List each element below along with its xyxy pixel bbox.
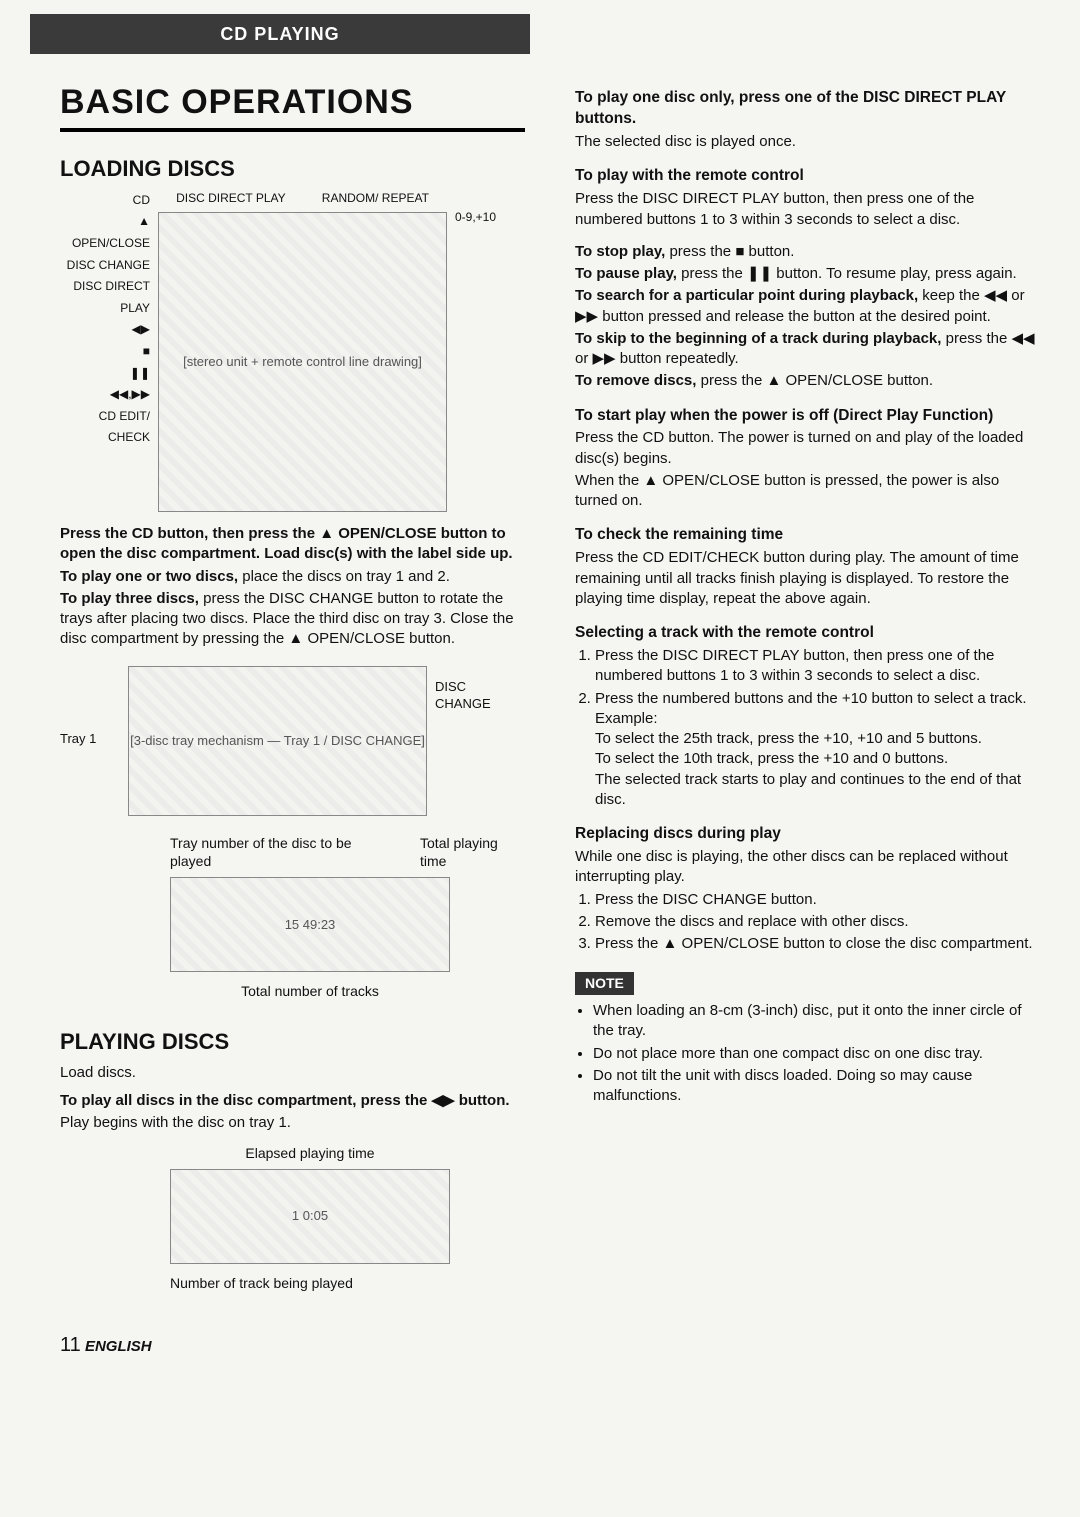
label-disc-direct-play: DISC DIRECT PLAY xyxy=(60,276,150,319)
load-discs-text: Load discs. xyxy=(60,1063,525,1083)
diagram-unit-remote: [stereo unit + remote control line drawi… xyxy=(158,212,447,512)
play-one-text: The selected disc is played once. xyxy=(575,132,1040,152)
play12-text: place the discs on tray 1 and 2. xyxy=(238,568,450,585)
replace-step-1: Press the DISC CHANGE button. xyxy=(595,890,1040,910)
search-bold: To search for a particular point during … xyxy=(575,287,918,304)
label-play-icon: ◀▶ xyxy=(60,319,150,341)
diagram-tray-mechanism: [3-disc tray mechanism — Tray 1 / DISC C… xyxy=(128,666,427,816)
example-continues: The selected track starts to play and co… xyxy=(595,770,1040,811)
caption-track-played: Number of track being played xyxy=(170,1274,450,1293)
example-25th: To select the 25th track, press the +10,… xyxy=(595,729,1040,749)
diagram1-left-labels: CD ▲ OPEN/CLOSE DISC CHANGE DISC DIRECT … xyxy=(60,190,150,449)
note-2: Do not place more than one compact disc … xyxy=(593,1044,1040,1064)
caption-total-time: Total playing time xyxy=(420,834,525,872)
stop-bold: To stop play, xyxy=(575,243,665,260)
tray1-label: Tray 1 xyxy=(60,660,120,748)
remove-text: press the ▲ OPEN/CLOSE button. xyxy=(696,372,933,389)
caption-total-tracks: Total number of tracks xyxy=(170,982,450,1001)
check-time-text: Press the CD EDIT/CHECK button during pl… xyxy=(575,548,1040,609)
press-cd-instruction: Press the CD button, then press the ▲ OP… xyxy=(60,524,525,565)
label-cd-edit-check: CD EDIT/ CHECK xyxy=(60,406,150,449)
direct-play-text1: Press the CD button. The power is turned… xyxy=(575,428,1040,469)
pause-text: press the ❚❚ button. To resume play, pre… xyxy=(677,265,1017,282)
right-column: To play one disc only, press one of the … xyxy=(575,64,1040,1292)
play-begins-text: Play begins with the disc on tray 1. xyxy=(60,1113,525,1133)
page-title: BASIC OPERATIONS xyxy=(60,80,525,132)
pause-bold: To pause play, xyxy=(575,265,677,282)
note-badge: NOTE xyxy=(575,972,634,995)
note-3: Do not tilt the unit with discs loaded. … xyxy=(593,1066,1040,1107)
heading-select-track: Selecting a track with the remote contro… xyxy=(575,623,1040,644)
label-skip-icon: ◀◀,▶▶ xyxy=(60,384,150,406)
display-panel-2: 1 0:05 xyxy=(170,1169,450,1264)
language-label: ENGLISH xyxy=(85,1338,152,1355)
remove-discs: To remove discs, press the ▲ OPEN/CLOSE … xyxy=(575,371,1040,391)
select-step-2: Press the numbered buttons and the +10 b… xyxy=(595,689,1040,811)
disc-change-label: DISC CHANGE xyxy=(435,660,525,713)
caption-tray-number: Tray number of the disc to be played xyxy=(170,834,390,872)
select-track-steps: Press the DISC DIRECT PLAY button, then … xyxy=(575,646,1040,810)
heading-check-time: To check the remaining time xyxy=(575,525,1040,546)
play12-bold: To play one or two discs, xyxy=(60,568,238,585)
replace-step-3: Press the ▲ OPEN/CLOSE button to close t… xyxy=(595,934,1040,954)
search-point: To search for a particular point during … xyxy=(575,286,1040,327)
heading-loading-discs: LOADING DISCS xyxy=(60,154,525,184)
caption-elapsed: Elapsed playing time xyxy=(170,1144,450,1163)
diagram1-right-labels: 0-9,+10 xyxy=(455,190,525,230)
page-number: 11 xyxy=(60,1334,81,1356)
heading-remote-control: To play with the remote control xyxy=(575,166,1040,187)
label-random-repeat: RANDOM/ REPEAT xyxy=(322,190,429,206)
pause-play: To pause play, press the ❚❚ button. To r… xyxy=(575,264,1040,284)
example-10th: To select the 10th track, press the +10 … xyxy=(595,749,1040,769)
select-step-1: Press the DISC DIRECT PLAY button, then … xyxy=(595,646,1040,687)
display-panel-1: 15 49:23 xyxy=(170,877,450,972)
note-list: When loading an 8-cm (3-inch) disc, put … xyxy=(575,1001,1040,1106)
play-three: To play three discs, press the DISC CHAN… xyxy=(60,589,525,650)
direct-play-text2: When the ▲ OPEN/CLOSE button is pressed,… xyxy=(575,471,1040,512)
skip-track: To skip to the beginning of a track duri… xyxy=(575,329,1040,370)
heading-play-one-disc: To play one disc only, press one of the … xyxy=(575,88,1040,130)
play-one-or-two: To play one or two discs, place the disc… xyxy=(60,567,525,587)
remote-text: Press the DISC DIRECT PLAY button, then … xyxy=(575,189,1040,230)
replace-steps: Press the DISC CHANGE button. Remove the… xyxy=(575,890,1040,955)
label-stop-icon: ■ xyxy=(60,341,150,363)
remove-bold: To remove discs, xyxy=(575,372,696,389)
left-column: BASIC OPERATIONS LOADING DISCS CD ▲ OPEN… xyxy=(60,64,525,1292)
section-bar: CD PLAYING xyxy=(30,14,530,54)
note-1: When loading an 8-cm (3-inch) disc, put … xyxy=(593,1001,1040,1042)
label-pause-icon: ❚❚ xyxy=(60,363,150,385)
example-heading: Example: xyxy=(595,709,1040,729)
select-step-2-text: Press the numbered buttons and the +10 b… xyxy=(595,690,1027,707)
page-footer: 11 ENGLISH xyxy=(60,1332,1080,1359)
heading-direct-play: To start play when the power is off (Dir… xyxy=(575,406,1040,427)
replace-intro: While one disc is playing, the other dis… xyxy=(575,847,1040,888)
label-disc-change: DISC CHANGE xyxy=(60,255,150,277)
skip-bold: To skip to the beginning of a track duri… xyxy=(575,330,941,347)
stop-play: To stop play, press the ■ button. xyxy=(575,242,1040,262)
play-all-instruction: To play all discs in the disc compartmen… xyxy=(60,1091,525,1111)
heading-replacing-discs: Replacing discs during play xyxy=(575,824,1040,845)
label-0-9-plus10: 0-9,+10 xyxy=(455,204,525,230)
label-disc-direct-play-top: DISC DIRECT PLAY xyxy=(176,190,286,206)
label-cd: CD xyxy=(60,190,150,212)
replace-step-2: Remove the discs and replace with other … xyxy=(595,912,1040,932)
stop-text: press the ■ button. xyxy=(665,243,794,260)
label-open-close: ▲ OPEN/CLOSE xyxy=(60,211,150,254)
play3-bold: To play three discs, xyxy=(60,590,199,607)
heading-playing-discs: PLAYING DISCS xyxy=(60,1027,525,1057)
